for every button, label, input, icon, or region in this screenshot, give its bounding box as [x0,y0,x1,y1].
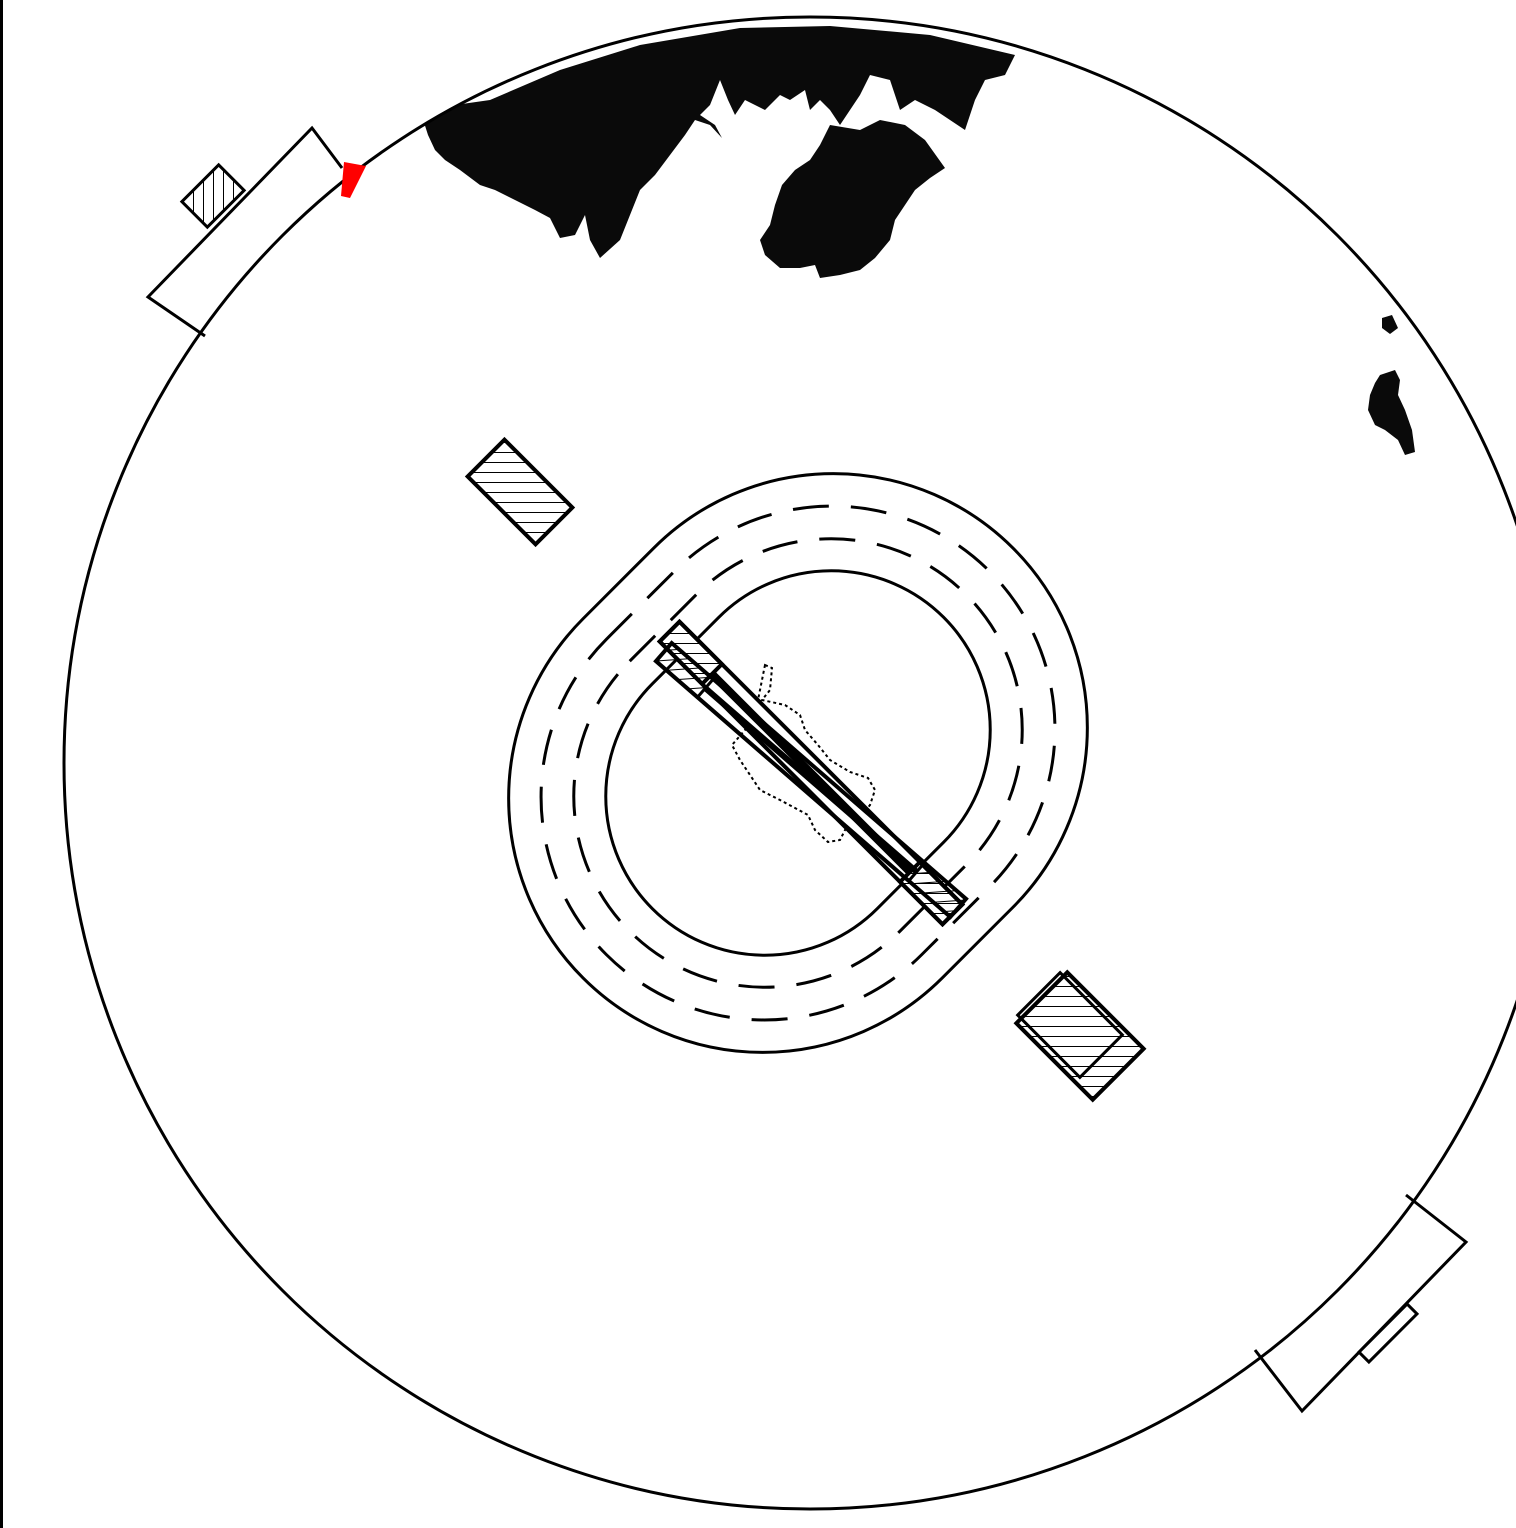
pitch-strip-secondary-end-a [653,640,716,700]
gate-structure-northwest [145,125,366,338]
dark-landmass [420,26,1415,455]
gate-structure-southeast [1253,1193,1469,1414]
outer-circle [62,15,1516,1511]
track-gate-southeast-back [1015,970,1125,1080]
gate-southeast-building [1253,1193,1469,1414]
landmass-islet [1382,315,1398,334]
track-outer-boundary [507,472,1089,1054]
red-marker [341,162,366,198]
track-gate-southeast [1013,969,1147,1103]
track-lane-1 [539,504,1057,1022]
gate-southeast-annex [1356,1301,1420,1365]
pitch-strip-secondary-end-b [906,860,969,920]
gate-northwest-building [145,125,344,338]
track-gate-northwest [464,436,576,548]
landmass-island-east [1368,370,1415,455]
landmass-peninsula [760,120,945,278]
gate-northwest-hatch [179,162,247,230]
pitch-secondary-centerline [703,685,919,875]
landmass-north [420,26,1015,258]
pitch-strip-group-b [653,640,969,920]
central-pitch [653,618,969,928]
